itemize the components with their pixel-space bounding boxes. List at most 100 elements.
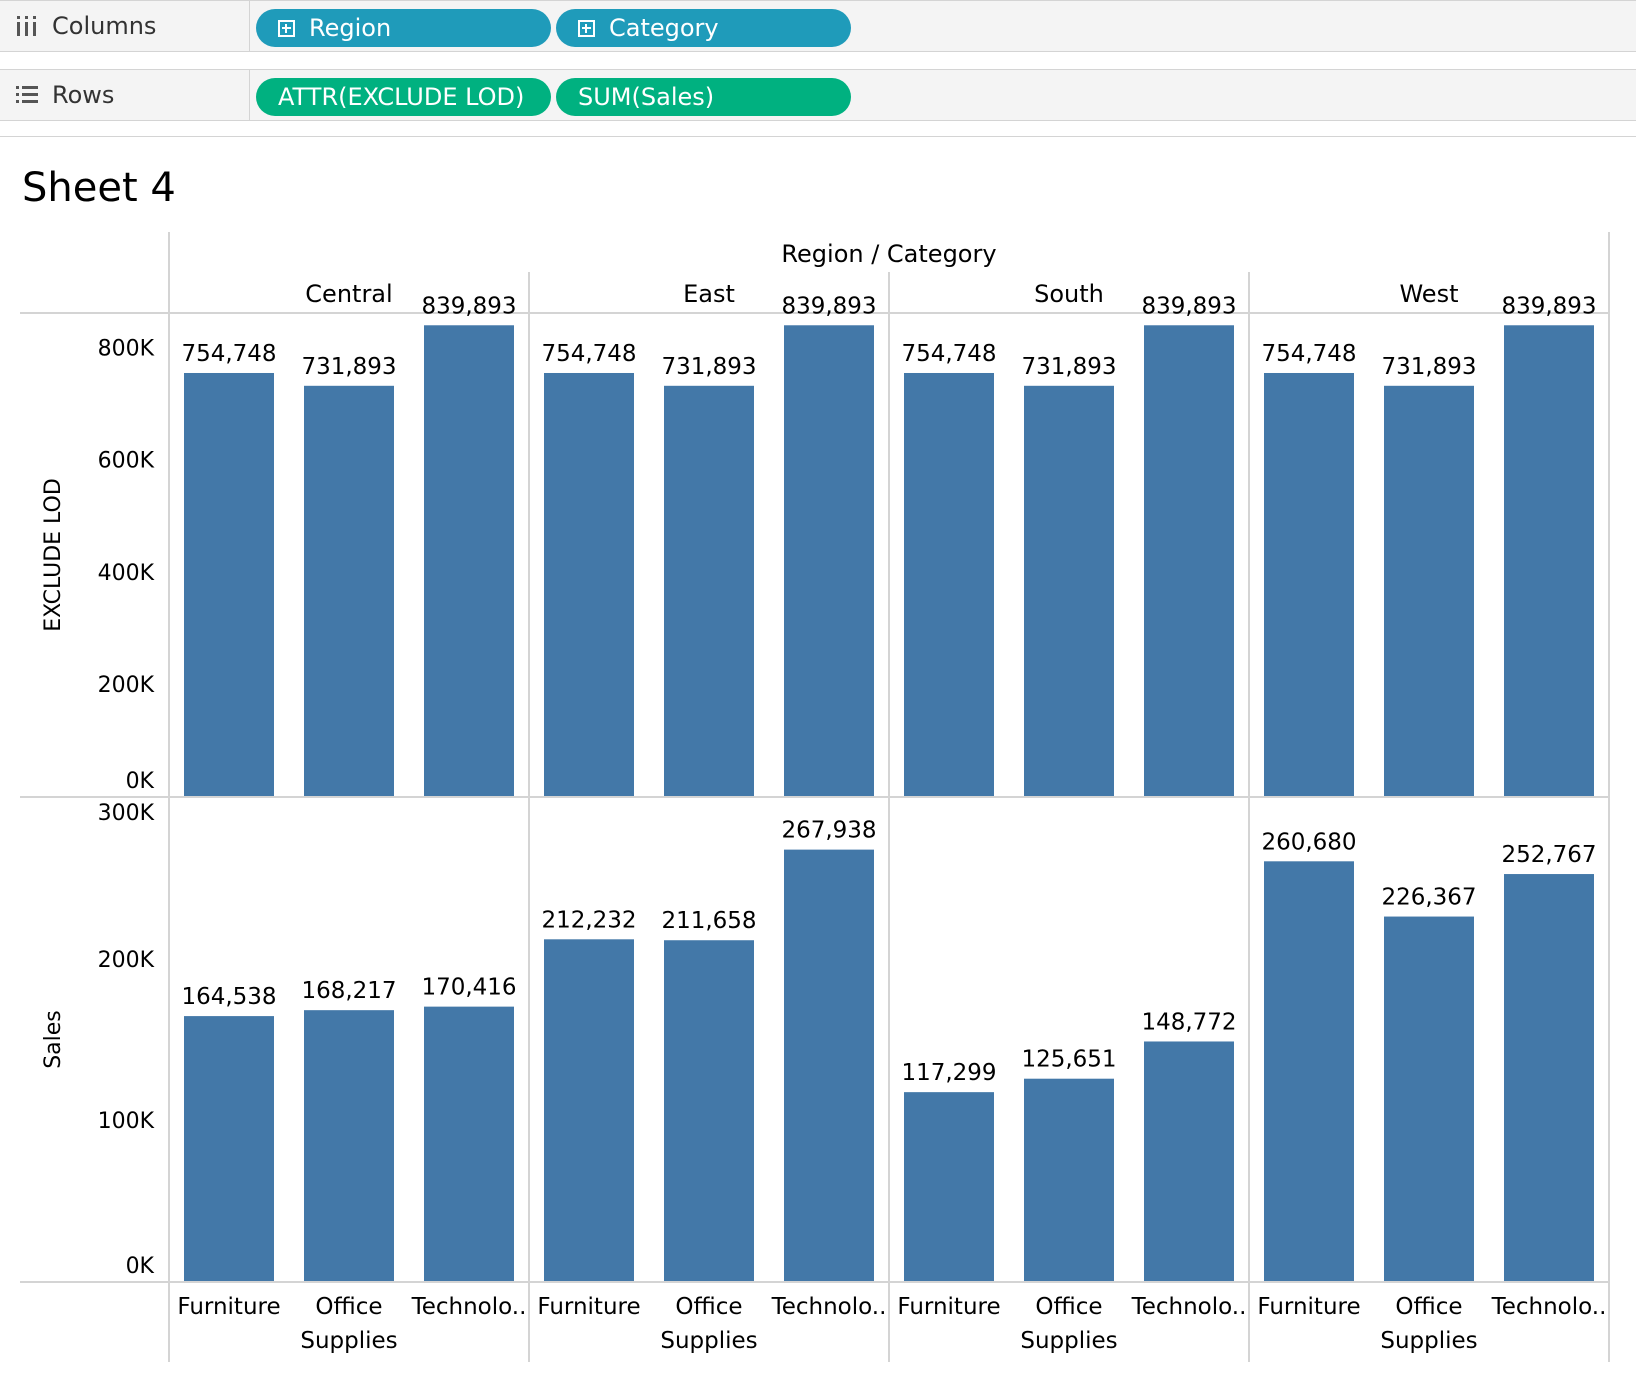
- y-tick-label: 400K: [98, 561, 155, 586]
- y-tick-label: 300K: [98, 801, 155, 826]
- bar-east-furniture: [544, 939, 634, 1281]
- expand-icon: [278, 19, 295, 37]
- sales-pill-label: SUM(Sales): [578, 83, 715, 111]
- data-label: 839,893: [421, 293, 516, 319]
- category-label: Supplies: [1380, 1328, 1477, 1354]
- category-pill[interactable]: Category: [556, 9, 851, 47]
- y-tick-label: 200K: [98, 673, 155, 698]
- columns-shelf: Columns Region Category: [0, 0, 1636, 52]
- category-label: Office: [675, 1294, 742, 1320]
- category-label: Technolo..: [1131, 1294, 1247, 1320]
- region-pill[interactable]: Region: [256, 9, 551, 47]
- columns-icon: [17, 16, 36, 36]
- region-header-south: South: [1034, 280, 1104, 308]
- sales-pill[interactable]: SUM(Sales): [556, 78, 851, 116]
- data-label: 164,538: [181, 984, 276, 1010]
- bar-central-technology: [424, 1006, 514, 1281]
- data-label: 148,772: [1141, 1009, 1236, 1035]
- data-label: 267,938: [781, 818, 876, 844]
- y-tick-label: 0K: [126, 1254, 155, 1279]
- data-label: 731,893: [661, 354, 756, 380]
- columns-shelf-label-cell: Columns: [0, 1, 250, 51]
- region-header-east: East: [683, 280, 735, 308]
- data-label: 839,893: [1501, 293, 1596, 319]
- data-label: 125,651: [1021, 1047, 1116, 1073]
- category-label: Technolo..: [771, 1294, 887, 1320]
- data-label: 754,748: [181, 341, 276, 367]
- rows-label: Rows: [52, 81, 115, 109]
- bar-south-furniture: [904, 1092, 994, 1281]
- bar-central-office-supplies: [304, 385, 394, 796]
- bar-east-technology: [784, 849, 874, 1281]
- y-tick-label: 200K: [98, 948, 155, 973]
- data-label: 226,367: [1381, 885, 1476, 911]
- bar-west-furniture: [1264, 372, 1354, 796]
- y-tick-label: 100K: [98, 1109, 155, 1134]
- category-label: Furniture: [897, 1294, 1000, 1320]
- bar-west-technology: [1504, 325, 1594, 796]
- data-label: 168,217: [301, 978, 396, 1004]
- columns-label: Columns: [52, 12, 157, 40]
- category-pill-label: Category: [609, 14, 719, 42]
- category-label: Office: [1035, 1294, 1102, 1320]
- exclude-lod-pill[interactable]: ATTR(EXCLUDE LOD): [256, 78, 551, 116]
- rows-shelf: Rows ATTR(EXCLUDE LOD) SUM(Sales): [0, 69, 1636, 121]
- expand-icon: [578, 19, 595, 37]
- sheet-frame: [0, 136, 1636, 1382]
- y-tick-label: 0K: [126, 769, 155, 794]
- data-label: 212,232: [541, 907, 636, 933]
- bar-west-furniture: [1264, 861, 1354, 1281]
- category-label: Furniture: [537, 1294, 640, 1320]
- bar-east-office-supplies: [664, 385, 754, 796]
- data-label: 839,893: [1141, 293, 1236, 319]
- bar-central-furniture: [184, 372, 274, 796]
- data-label: 211,658: [661, 908, 756, 934]
- category-label: Supplies: [1020, 1328, 1117, 1354]
- category-label: Supplies: [300, 1328, 397, 1354]
- bar-south-office-supplies: [1024, 1078, 1114, 1281]
- data-label: 252,767: [1501, 842, 1596, 868]
- bar-east-office-supplies: [664, 940, 754, 1281]
- data-label: 731,893: [301, 354, 396, 380]
- region-header-central: Central: [305, 280, 392, 308]
- category-label: Office: [1395, 1294, 1462, 1320]
- category-label: Office: [315, 1294, 382, 1320]
- y-tick-label: 600K: [98, 449, 155, 474]
- category-label: Furniture: [1257, 1294, 1360, 1320]
- category-label: Furniture: [177, 1294, 280, 1320]
- y-axis-title: Sales: [41, 1010, 66, 1069]
- bar-west-office-supplies: [1384, 916, 1474, 1281]
- rows-shelf-label-cell: Rows: [0, 70, 250, 120]
- region-header-west: West: [1399, 280, 1458, 308]
- rows-icon: [16, 86, 38, 103]
- category-label: Supplies: [660, 1328, 757, 1354]
- header-title: Region / Category: [781, 240, 996, 268]
- bar-south-office-supplies: [1024, 385, 1114, 796]
- bar-south-furniture: [904, 372, 994, 796]
- bar-central-technology: [424, 325, 514, 796]
- y-tick-label: 800K: [98, 337, 155, 362]
- bar-south-technology: [1144, 1041, 1234, 1281]
- exclude-lod-pill-label: ATTR(EXCLUDE LOD): [278, 83, 525, 111]
- data-label: 754,748: [541, 341, 636, 367]
- sheet-title: Sheet 4: [22, 165, 176, 211]
- y-axis-title: EXCLUDE LOD: [41, 478, 66, 632]
- data-label: 731,893: [1381, 354, 1476, 380]
- data-label: 839,893: [781, 293, 876, 319]
- data-label: 117,299: [901, 1060, 996, 1086]
- bar-west-office-supplies: [1384, 385, 1474, 796]
- category-label: Technolo..: [411, 1294, 527, 1320]
- data-label: 754,748: [1261, 341, 1356, 367]
- category-label: Technolo..: [1491, 1294, 1607, 1320]
- bar-south-technology: [1144, 325, 1234, 796]
- bar-west-technology: [1504, 874, 1594, 1281]
- data-label: 731,893: [1021, 354, 1116, 380]
- bar-east-technology: [784, 325, 874, 796]
- bar-central-furniture: [184, 1016, 274, 1281]
- bar-east-furniture: [544, 372, 634, 796]
- data-label: 170,416: [421, 975, 516, 1001]
- data-label: 754,748: [901, 341, 996, 367]
- data-label: 260,680: [1261, 829, 1356, 855]
- bar-central-office-supplies: [304, 1010, 394, 1281]
